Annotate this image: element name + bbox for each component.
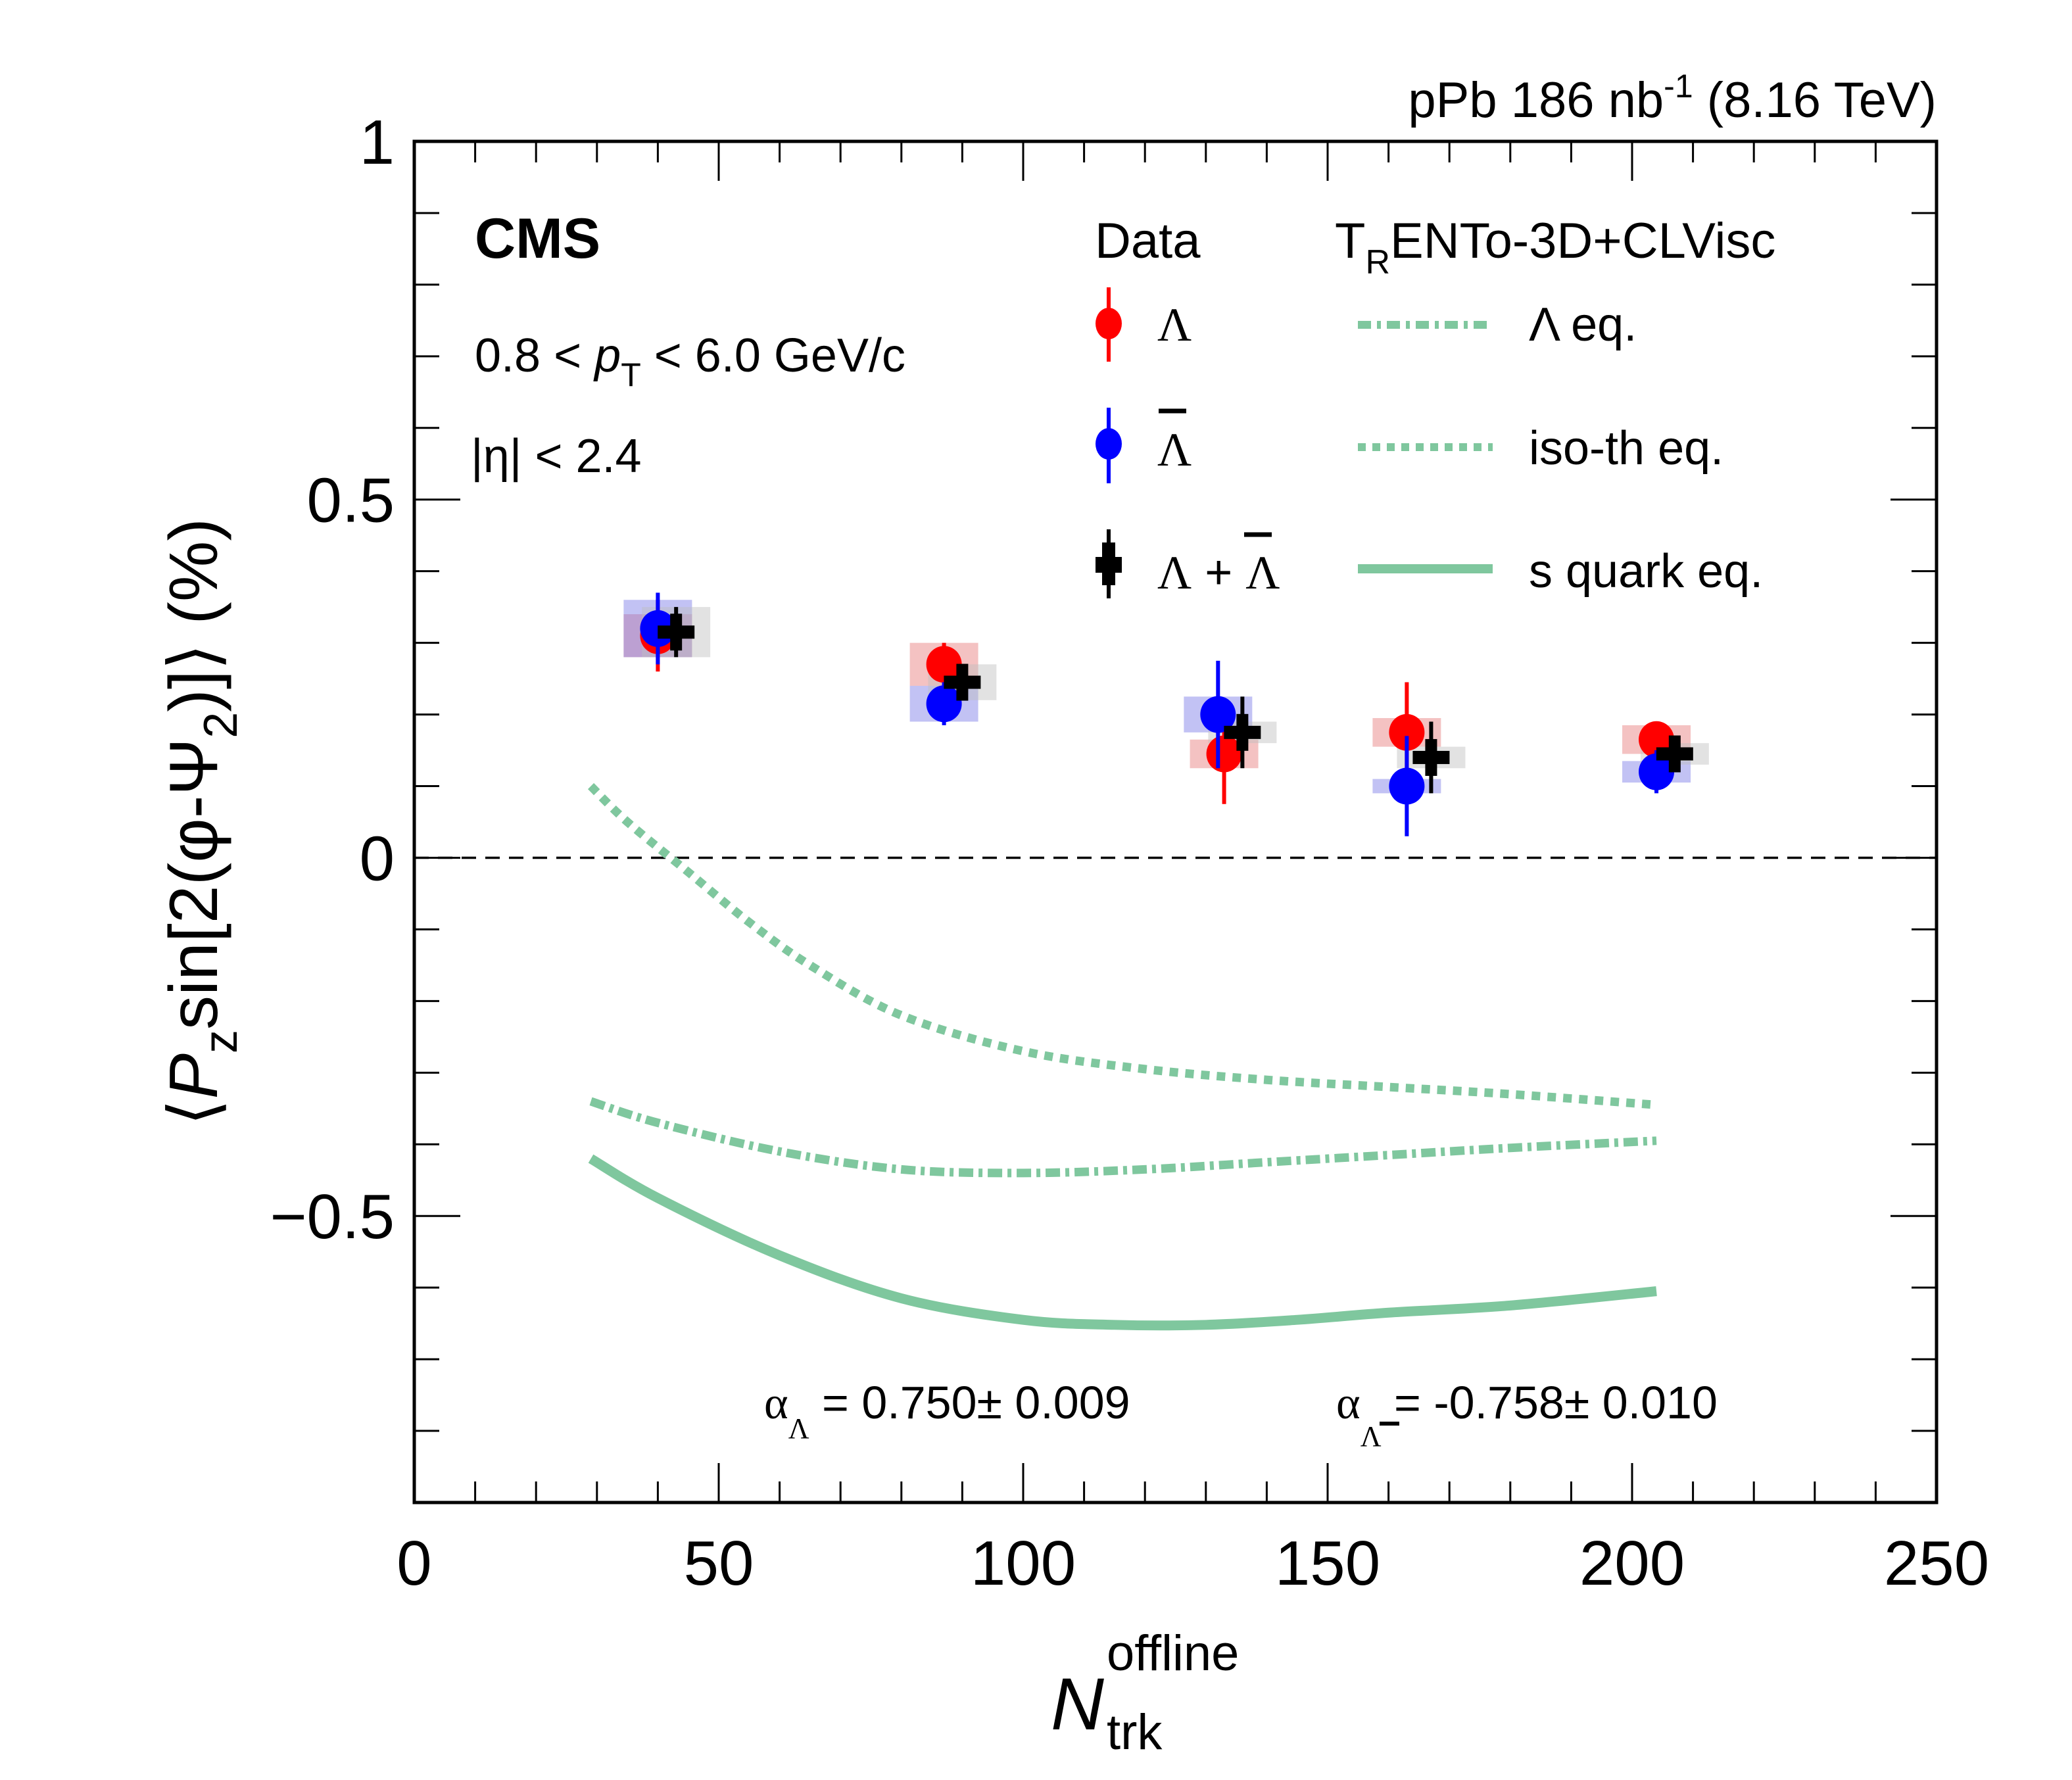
legend-combined-label: Λ + Λ	[1157, 546, 1280, 599]
curve-iso-th-eq-	[587, 782, 1657, 1109]
legend-entry-lambda: Λ	[1096, 287, 1192, 362]
x-tick-label: 0	[397, 1528, 431, 1599]
legend-lambda-eq-label: Λ eq.	[1529, 299, 1637, 351]
model-curves	[587, 782, 1657, 1331]
x-tick-label: 150	[1275, 1528, 1380, 1599]
legend-lambdabar-label: Λ	[1157, 423, 1192, 476]
experiment-label: CMS	[475, 207, 600, 270]
lambda-marker	[926, 646, 962, 683]
x-axis-title-sub: trk	[1107, 1704, 1163, 1760]
legend-combined-marker-vert	[1102, 542, 1115, 585]
plot-frame	[412, 139, 1939, 1504]
eta-cut-label: |η| < 2.4	[471, 430, 642, 483]
lambdabar-marker	[1639, 753, 1675, 790]
curve-s-quark-eq-	[588, 1154, 1657, 1331]
lambda-marker	[1206, 735, 1242, 773]
header-luminosity: pPb 186 nb-1 (8.16 TeV)	[1408, 68, 1937, 128]
plot-border	[412, 139, 1939, 1504]
alpha-lambdabar-annotation: αΛ = -0.758± 0.010	[1336, 1377, 1718, 1453]
x-tick-label: 250	[1884, 1528, 1989, 1599]
y-tick-label: 1	[360, 107, 395, 178]
systematic-boxes	[623, 600, 1709, 794]
lambdabar-marker	[1389, 767, 1425, 805]
axis-ticks	[413, 140, 1938, 1504]
legend-squark-eq-label: s quark eq.	[1529, 545, 1763, 598]
lambdabar-marker	[1200, 696, 1236, 733]
x-axis-title: N	[1051, 1663, 1104, 1745]
x-tick-label: 100	[971, 1528, 1076, 1599]
curve-lambda-eq-	[589, 1097, 1657, 1178]
y-tick-label: 0	[360, 823, 395, 894]
legend-model-header: TRENTo-3D+CLVisc	[1335, 213, 1775, 281]
x-tick-label: 50	[684, 1528, 754, 1599]
legend-lambdabar-marker	[1096, 428, 1122, 460]
legend-entry-combined: Λ + Λ	[1096, 529, 1280, 599]
y-axis-title-text: ⟨Pzsin[2(φ-Ψ2)]⟩ (%)	[156, 518, 247, 1126]
x-axis-title-sup: offline	[1107, 1625, 1239, 1681]
lambda-marker	[1389, 713, 1425, 751]
lambdabar-marker	[926, 685, 962, 723]
x-tick-label: 200	[1579, 1528, 1685, 1599]
y-tick-label: 0.5	[307, 466, 395, 536]
legend-lambda-marker	[1096, 308, 1122, 339]
legend-entry-isoth-eq: iso-th eq.	[1358, 422, 1723, 475]
y-axis-title: ⟨Pzsin[2(φ-Ψ2)]⟩ (%)	[156, 518, 247, 1126]
legend-lambda-label: Λ	[1157, 299, 1192, 351]
y-tick-label: −0.5	[270, 1182, 395, 1252]
lambda-lambdabar-marker-v	[1668, 735, 1681, 773]
lambda-lambdabar-marker-v	[670, 613, 683, 651]
lambda-lambdabar-marker-v	[1236, 713, 1249, 751]
legend-entry-squark-eq: s quark eq.	[1358, 545, 1763, 598]
lambda-lambdabar-marker-v	[956, 663, 969, 701]
legend-entry-lambda-eq: Λ eq.	[1358, 299, 1637, 351]
legend-isoth-eq-label: iso-th eq.	[1529, 422, 1723, 475]
legend-entry-lambdabar: Λ	[1096, 408, 1192, 483]
axis-tick-labels: 0 50 100 150 200 250 −0.5 0 0.5 1	[270, 107, 1989, 1599]
pt-cut-label: 0.8 < pT < 6.0 GeV/c	[475, 329, 905, 393]
lambda-lambdabar-marker-v	[1425, 738, 1437, 776]
alpha-lambda-annotation: αΛ = 0.750± 0.009	[764, 1377, 1130, 1445]
data-points	[640, 592, 1693, 836]
legend-data-header: Data	[1095, 213, 1201, 269]
